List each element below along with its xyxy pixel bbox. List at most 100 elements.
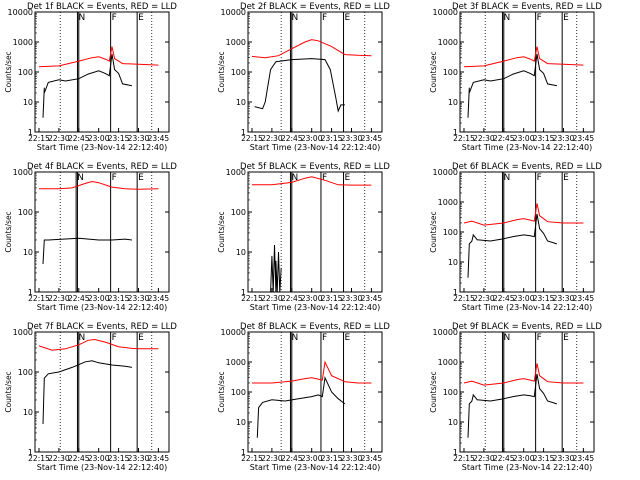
marker-label-n: N — [78, 333, 85, 343]
x-tick-label: 23:00 — [301, 134, 323, 143]
x-tick-label: 22:45 — [493, 294, 515, 303]
marker-label-n: N — [503, 13, 510, 23]
y-axis-label: Counts/sec — [4, 371, 13, 412]
series-line-lld — [39, 180, 159, 190]
y-tick-label: 10 — [448, 98, 458, 107]
series-line-events — [467, 213, 558, 278]
marker-label-f: F — [112, 13, 117, 23]
y-tick-label: 1000 — [438, 198, 458, 207]
x-tick-label: 23:00 — [513, 454, 535, 463]
x-tick-label: 23:15 — [321, 134, 343, 143]
plot-frame — [34, 171, 170, 293]
x-axis-label: Start Time (23-Nov-14 22:12:40) — [37, 143, 167, 152]
x-tick-label: 23:00 — [301, 454, 323, 463]
x-tick-label: 22:30 — [48, 454, 70, 463]
marker-label-f: F — [537, 13, 542, 23]
x-tick-label: 22:15 — [241, 454, 263, 463]
x-tick-label: 22:45 — [493, 454, 515, 463]
y-tick-label: 10000 — [8, 8, 33, 17]
series-line-lld — [38, 46, 159, 68]
x-tick-label: 22:15 — [241, 134, 263, 143]
marker-label-e: E — [138, 13, 144, 23]
chart-title: Det 9f BLACK = Events, RED = LLD — [452, 322, 602, 332]
marker-label-n: N — [78, 13, 85, 23]
marker-label-n: N — [77, 173, 84, 183]
series-line-events — [42, 53, 132, 118]
marker-label-e: E — [563, 333, 569, 343]
y-axis-label: Counts/sec — [217, 371, 226, 412]
chart-title: Det 6f BLACK = Events, RED = LLD — [452, 162, 602, 172]
y-tick-label: 1 — [28, 448, 33, 457]
x-axis-label: Start Time (23-Nov-14 22:12:40) — [250, 303, 380, 312]
marker-label-f: F — [322, 333, 327, 343]
y-tick-label: 100 — [443, 388, 458, 397]
marker-label-e: E — [138, 333, 144, 343]
x-tick-label: 22:30 — [261, 134, 283, 143]
marker-label-f: F — [112, 173, 117, 183]
x-tick-label: 23:30 — [341, 454, 363, 463]
x-tick-label: 22:15 — [241, 294, 263, 303]
y-tick-label: 1000 — [438, 358, 458, 367]
x-tick-label: 23:30 — [128, 454, 150, 463]
series-line-events — [254, 58, 345, 113]
y-tick-label: 10000 — [433, 168, 458, 177]
y-axis-label: Counts/sec — [429, 371, 438, 412]
chart-title: Det 8f BLACK = Events, RED = LLD — [240, 322, 390, 332]
x-tick-label: 23:00 — [88, 294, 110, 303]
x-tick-label: 22:15 — [453, 134, 475, 143]
y-tick-label: 1 — [453, 128, 458, 137]
marker-label-n: N — [291, 173, 298, 183]
x-tick-label: 23:30 — [553, 294, 575, 303]
x-tick-label: 23:45 — [573, 294, 595, 303]
y-tick-label: 1 — [28, 288, 33, 297]
plot-frame — [247, 171, 383, 293]
x-tick-label: 23:15 — [533, 454, 555, 463]
x-tick-label: 22:15 — [28, 454, 50, 463]
y-tick-label: 1000 — [226, 358, 246, 367]
y-tick-label: 10000 — [433, 328, 458, 337]
x-tick-label: 22:45 — [68, 294, 90, 303]
y-tick-label: 10 — [23, 408, 33, 417]
chart-title: Det 1f BLACK = Events, RED = LLD — [27, 2, 177, 12]
x-tick-label: 23:45 — [573, 454, 595, 463]
marker-label-e: E — [563, 173, 569, 183]
x-tick-label: 23:15 — [108, 454, 130, 463]
x-axis-label: Start Time (23-Nov-14 22:12:40) — [37, 303, 167, 312]
y-tick-label: 10 — [236, 98, 246, 107]
x-tick-label: 23:15 — [321, 294, 343, 303]
x-tick-label: 23:15 — [108, 134, 130, 143]
series-line-lld — [38, 338, 159, 351]
y-tick-label: 1 — [453, 448, 458, 457]
x-tick-label: 23:45 — [361, 134, 383, 143]
y-tick-label: 100 — [18, 68, 33, 77]
y-tick-label: 100 — [231, 208, 246, 217]
y-tick-label: 10000 — [433, 8, 458, 17]
plot-frame — [247, 11, 383, 133]
plot-frame — [459, 331, 595, 453]
x-tick-label: 23:45 — [148, 294, 170, 303]
series-line-events — [42, 237, 132, 265]
x-tick-label: 22:15 — [28, 134, 50, 143]
x-tick-label: 23:00 — [88, 454, 110, 463]
y-tick-label: 10 — [448, 258, 458, 267]
y-axis-label: Counts/sec — [217, 211, 226, 252]
x-tick-label: 23:30 — [553, 134, 575, 143]
x-tick-label: 22:45 — [68, 454, 90, 463]
x-tick-label: 23:30 — [553, 454, 575, 463]
y-tick-label: 1 — [28, 128, 33, 137]
x-tick-label: 22:45 — [281, 134, 303, 143]
series-line-events — [270, 244, 282, 293]
x-tick-label: 22:30 — [473, 294, 495, 303]
chart-title: Det 2f BLACK = Events, RED = LLD — [240, 2, 390, 12]
series-line-lld — [463, 203, 584, 226]
x-tick-label: 23:45 — [573, 134, 595, 143]
y-tick-label: 1 — [241, 128, 246, 137]
x-axis-label: Start Time (23-Nov-14 22:12:40) — [250, 143, 380, 152]
x-axis-label: Start Time (23-Nov-14 22:12:40) — [462, 303, 592, 312]
